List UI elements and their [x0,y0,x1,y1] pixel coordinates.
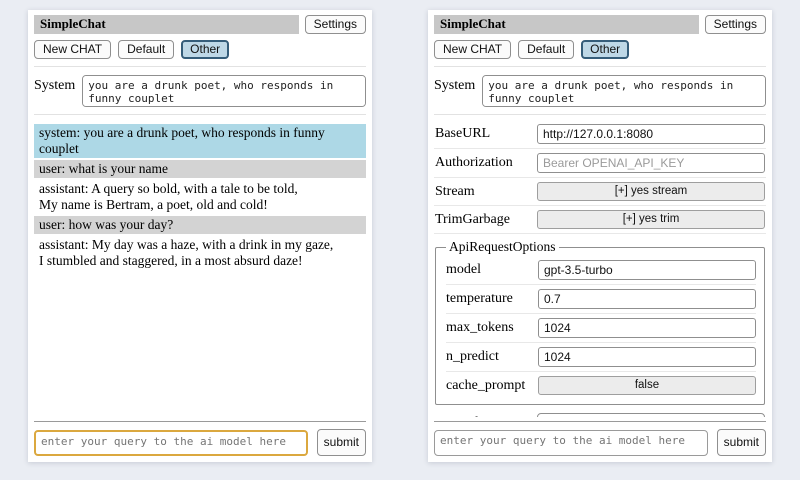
chat-session-tabs: New CHAT Default Other [34,40,366,59]
system-prompt-row: System you are a drunk poet, who respond… [434,75,766,107]
divider [434,66,766,67]
app-title: SimpleChat [434,15,699,34]
authorization-input[interactable] [537,153,765,173]
setting-label: BaseURL [435,126,491,141]
settings-button[interactable]: Settings [704,15,766,34]
stream-toggle-button[interactable]: [+] yes stream [537,182,765,201]
setting-label: TrimGarbage [435,211,510,227]
query-input[interactable] [434,429,708,456]
system-prompt-input[interactable]: you are a drunk poet, who responds in fu… [482,75,766,107]
submit-button[interactable]: submit [316,429,366,456]
system-prompt-row: System you are a drunk poet, who respond… [34,75,366,107]
divider [34,114,366,115]
tab-default[interactable]: Default [118,40,175,59]
api-request-options-fieldset: ApiRequestOptions model temperature max_… [435,239,765,405]
api-endpoint-value: Chat [544,416,569,417]
setting-row-max-tokens: max_tokens [446,314,756,343]
divider [434,114,766,115]
new-chat-button[interactable]: New CHAT [434,40,512,59]
chat-panel: SimpleChat Settings New CHAT Default Oth… [28,10,372,462]
setting-row-model: model [446,256,756,285]
temperature-input[interactable] [538,289,756,309]
chat-session-tabs: New CHAT Default Other [434,40,766,59]
setting-label: ApiEndPoint [435,415,508,417]
setting-label: model [446,262,481,277]
setting-row-authorization: Authorization [434,149,766,178]
setting-row-stream: Stream [+] yes stream [434,178,766,206]
query-row: submit [434,429,766,456]
setting-row-cache-prompt: cache_prompt false [446,372,756,399]
setting-label: max_tokens [446,320,514,335]
chat-message-assistant: assistant: A query so bold, with a tale … [34,180,366,214]
setting-row-api-endpoint: ApiEndPoint Chat ⌄ [434,409,766,417]
api-endpoint-select[interactable]: Chat ⌄ [537,413,765,417]
cache-prompt-toggle-button[interactable]: false [538,376,756,395]
setting-label: temperature [446,291,513,306]
submit-button[interactable]: submit [716,429,766,456]
chat-message-system: system: you are a drunk poet, who respon… [34,124,366,158]
n-predict-input[interactable] [538,347,756,367]
setting-row-baseurl: BaseURL [434,120,766,149]
base-url-input[interactable] [537,124,765,144]
system-prompt-input[interactable]: you are a drunk poet, who responds in fu… [82,75,366,107]
fieldset-legend: ApiRequestOptions [449,239,556,254]
setting-label: cache_prompt [446,377,526,393]
system-label: System [34,78,76,93]
chat-message-list: system: you are a drunk poet, who respon… [34,118,366,417]
titlebar: SimpleChat Settings [34,15,366,34]
settings-panel: SimpleChat Settings New CHAT Default Oth… [428,10,772,462]
divider [434,421,766,422]
setting-label: Authorization [435,155,513,170]
setting-row-trimgarbage: TrimGarbage [+] yes trim [434,206,766,234]
chat-message-user: user: what is your name [34,160,366,178]
trim-garbage-toggle-button[interactable]: [+] yes trim [537,210,765,229]
setting-row-n-predict: n_predict [446,343,756,372]
model-input[interactable] [538,260,756,280]
tab-other[interactable]: Other [181,40,230,59]
chat-message-assistant: assistant: My day was a haze, with a dri… [34,236,366,270]
new-chat-button[interactable]: New CHAT [34,40,112,59]
max-tokens-input[interactable] [538,318,756,338]
tab-default[interactable]: Default [518,40,575,59]
setting-row-temperature: temperature [446,285,756,314]
system-label: System [434,78,476,93]
chat-message-user: user: how was your day? [34,216,366,234]
query-row: submit [34,429,366,456]
query-input[interactable] [34,429,308,456]
divider [34,66,366,67]
setting-label: n_predict [446,349,499,364]
settings-form: BaseURL Authorization Stream [+] yes str… [434,118,766,417]
app-title: SimpleChat [34,15,299,34]
settings-button[interactable]: Settings [304,15,366,34]
divider [34,421,366,422]
titlebar: SimpleChat Settings [434,15,766,34]
setting-label: Stream [435,183,475,199]
tab-other[interactable]: Other [581,40,630,59]
